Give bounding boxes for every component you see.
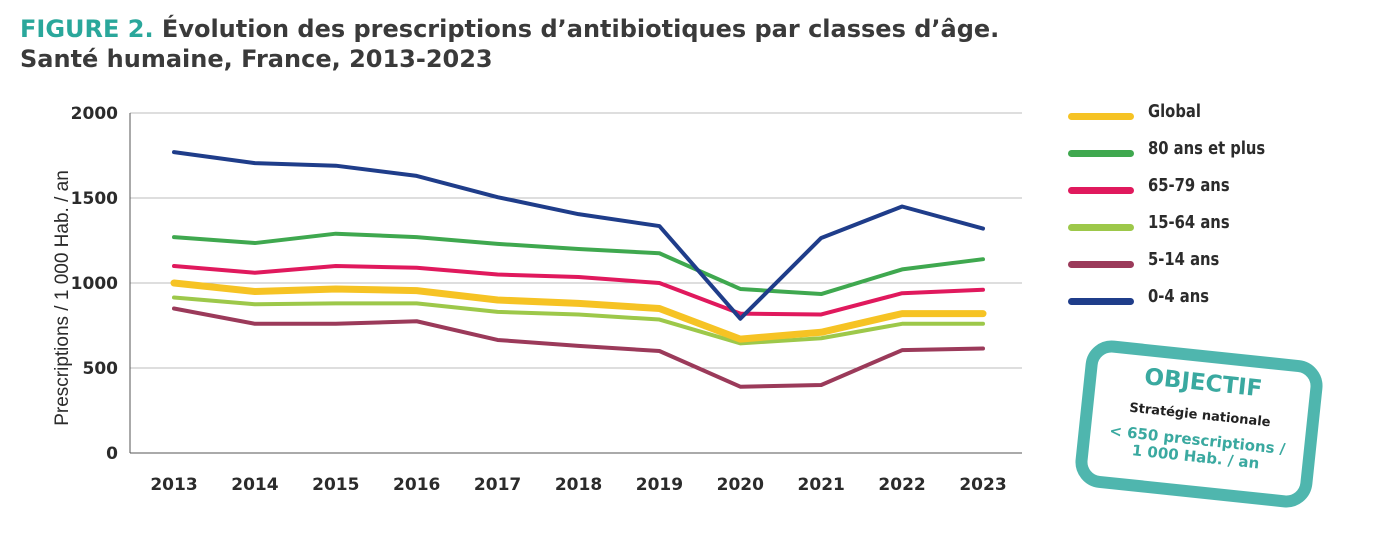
legend-swatch-global — [1068, 113, 1134, 120]
y-axis-label: Prescriptions / 1 000 Hab. / an — [52, 170, 73, 426]
legend-label-global: Global — [1148, 101, 1201, 122]
legend-item-15-64: 15-64 ans — [1068, 211, 1368, 248]
legend-label-80-plus: 80 ans et plus — [1148, 138, 1266, 159]
series-line-5-14-ans — [172, 306, 985, 389]
series-line-15-64-ans — [172, 295, 985, 346]
title-line-1: Évolution des prescriptions d’antibiotiq… — [161, 15, 1000, 43]
x-tick-label-2016: 2016 — [393, 475, 440, 495]
x-tick-label-2015: 2015 — [312, 475, 359, 495]
x-tick-label-2019: 2019 — [636, 475, 683, 495]
legend-label-0-4: 0-4 ans — [1148, 286, 1210, 307]
x-tick-label-2017: 2017 — [474, 475, 521, 495]
legend-swatch-15-64 — [1068, 224, 1134, 231]
x-tick-label-2022: 2022 — [878, 475, 925, 495]
series-line-global — [170, 279, 987, 343]
chart-legend: Global 80 ans et plus 65-79 ans 15-64 an… — [1068, 100, 1368, 322]
figure-title: FIGURE 2. Évolution des prescriptions d’… — [20, 14, 1120, 74]
series-line-0-4-ans — [172, 150, 985, 321]
y-tick-label-2000: 2000 — [71, 104, 118, 124]
legend-item-5-14: 5-14 ans — [1068, 248, 1368, 285]
series-line-80-ans-et-plus — [172, 231, 985, 297]
legend-item-65-79: 65-79 ans — [1068, 174, 1368, 211]
x-tick-label-2020: 2020 — [717, 475, 764, 495]
legend-label-5-14: 5-14 ans — [1148, 249, 1220, 270]
x-tick-label-2021: 2021 — [798, 475, 845, 495]
x-tick-label-2018: 2018 — [555, 475, 602, 495]
title-line-2: Santé humaine, France, 2013-2023 — [20, 45, 493, 73]
legend-item-0-4: 0-4 ans — [1068, 285, 1368, 322]
legend-swatch-65-79 — [1068, 187, 1134, 194]
x-tick-label-2013: 2013 — [150, 475, 197, 495]
legend-item-80-plus: 80 ans et plus — [1068, 137, 1368, 174]
y-tick-label-500: 500 — [83, 359, 119, 379]
legend-swatch-0-4 — [1068, 298, 1134, 305]
series-line-65-79-ans — [172, 264, 985, 317]
objective-stamp: OBJECTIF Stratégie nationale < 650 presc… — [1072, 337, 1326, 511]
figure-label: FIGURE 2. — [20, 15, 154, 43]
legend-swatch-5-14 — [1068, 261, 1134, 268]
legend-swatch-80-plus — [1068, 150, 1134, 157]
y-tick-label-0: 0 — [106, 444, 118, 464]
legend-label-65-79: 65-79 ans — [1148, 175, 1230, 196]
x-tick-label-2014: 2014 — [231, 475, 278, 495]
x-tick-label-2023: 2023 — [959, 475, 1006, 495]
legend-label-15-64: 15-64 ans — [1148, 212, 1230, 233]
y-tick-label-1500: 1500 — [71, 189, 118, 209]
legend-item-global: Global — [1068, 100, 1368, 137]
y-tick-label-1000: 1000 — [71, 274, 118, 294]
